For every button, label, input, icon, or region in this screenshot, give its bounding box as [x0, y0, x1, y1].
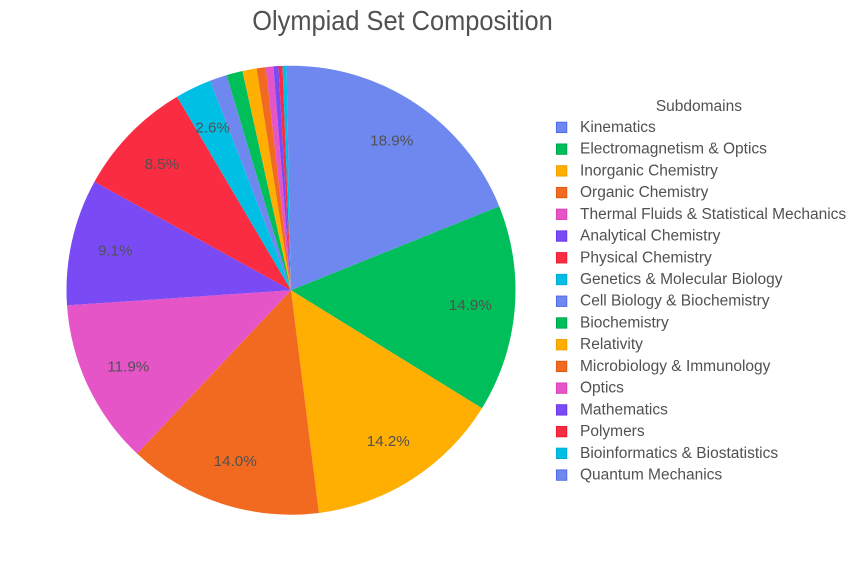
svg-text:Inorganic Chemistry: Inorganic Chemistry — [580, 162, 718, 179]
svg-text:2.6%: 2.6% — [195, 120, 230, 137]
svg-text:Microbiology & Immunology: Microbiology & Immunology — [580, 358, 771, 375]
svg-text:Olympiad Set Composition: Olympiad Set Composition — [252, 5, 553, 36]
svg-text:Cell Biology & Biochemistry: Cell Biology & Biochemistry — [580, 293, 770, 310]
svg-text:Optics: Optics — [580, 380, 624, 397]
svg-text:Biochemistry: Biochemistry — [580, 314, 669, 331]
svg-text:Genetics & Molecular Biology: Genetics & Molecular Biology — [580, 271, 783, 288]
svg-text:Organic Chemistry: Organic Chemistry — [580, 184, 709, 201]
svg-text:Kinematics: Kinematics — [580, 119, 656, 136]
svg-text:14.2%: 14.2% — [367, 433, 410, 450]
svg-text:8.5%: 8.5% — [145, 156, 180, 173]
svg-text:Quantum Mechanics: Quantum Mechanics — [580, 467, 722, 484]
svg-text:Thermal Fluids & Statistical M: Thermal Fluids & Statistical Mechanics — [580, 206, 846, 223]
svg-text:11.9%: 11.9% — [107, 359, 149, 376]
svg-text:14.0%: 14.0% — [214, 453, 257, 470]
svg-text:14.9%: 14.9% — [449, 297, 492, 314]
svg-text:Bioinformatics & Biostatistics: Bioinformatics & Biostatistics — [580, 445, 778, 462]
svg-text:Mathematics: Mathematics — [580, 401, 668, 418]
svg-text:Physical Chemistry: Physical Chemistry — [580, 249, 712, 266]
svg-text:Analytical Chemistry: Analytical Chemistry — [580, 228, 721, 245]
svg-text:18.9%: 18.9% — [370, 133, 413, 150]
svg-text:Electromagnetism & Optics: Electromagnetism & Optics — [580, 141, 767, 158]
svg-text:Subdomains: Subdomains — [656, 98, 742, 115]
svg-text:Relativity: Relativity — [580, 336, 643, 353]
svg-text:Polymers: Polymers — [580, 423, 645, 440]
svg-text:9.1%: 9.1% — [98, 243, 133, 260]
